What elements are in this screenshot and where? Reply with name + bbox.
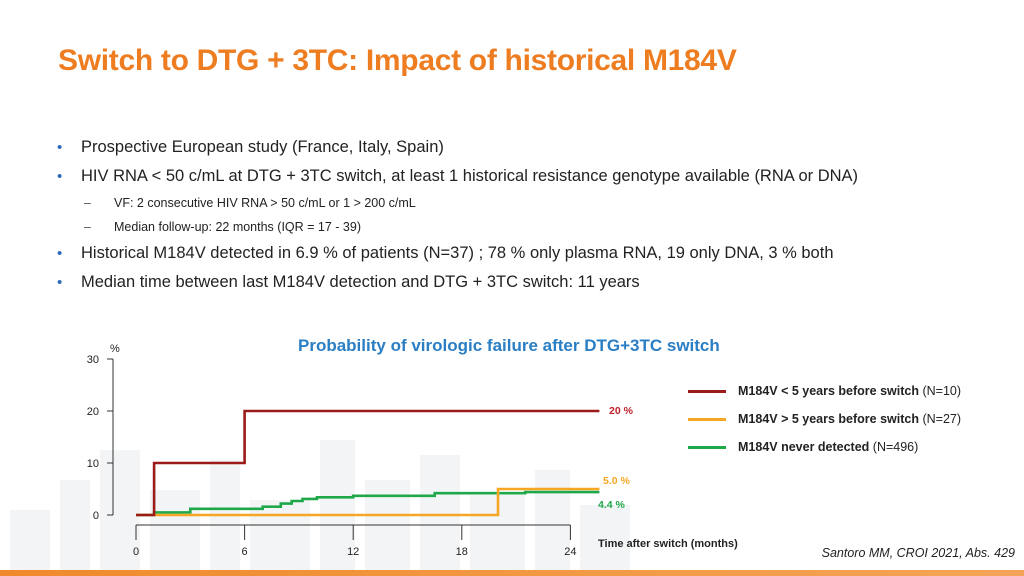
- legend-label-bold: M184V < 5 years before switch: [738, 384, 919, 398]
- series-end-label: 20 %: [609, 405, 634, 417]
- x-tick-label: 12: [347, 546, 359, 558]
- legend-label: M184V < 5 years before switch (N=10): [738, 382, 961, 400]
- legend-label-n: (N=10): [919, 384, 962, 398]
- bottom-accent-bar: [0, 570, 1024, 576]
- legend-line-icon: [688, 390, 726, 393]
- legend-label-n: (N=27): [919, 412, 962, 426]
- sub-bullet-item: – VF: 2 consecutive HIV RNA > 50 c/mL or …: [56, 191, 996, 215]
- x-tick-label: 0: [133, 546, 139, 558]
- series-end-label: 5.0 %: [603, 475, 631, 487]
- series-end-label: 4.4 %: [598, 499, 626, 511]
- bullet-text: HIV RNA < 50 c/mL at DTG + 3TC switch, a…: [81, 167, 859, 185]
- bullet-item: • HIV RNA < 50 c/mL at DTG + 3TC switch, …: [56, 162, 996, 191]
- bullet-dot-icon: •: [57, 274, 63, 291]
- legend-line-icon: [688, 446, 726, 449]
- legend-label-bold: M184V never detected: [738, 440, 870, 454]
- bullet-item: • Prospective European study (France, Ita…: [56, 133, 996, 162]
- legend-label-n: (N=496): [869, 440, 919, 454]
- sub-bullet-text: VF: 2 consecutive HIV RNA > 50 c/mL or 1…: [114, 196, 416, 210]
- legend-line-icon: [688, 418, 726, 421]
- bullet-dot-icon: •: [57, 139, 63, 156]
- y-axis-label: %: [110, 343, 120, 355]
- dash-icon: –: [84, 196, 91, 210]
- citation: Santoro MM, CROI 2021, Abs. 429: [821, 546, 1015, 560]
- dash-icon: –: [84, 220, 91, 234]
- chart-title: Probability of virologic failure after D…: [298, 336, 720, 355]
- x-tick-label: 6: [242, 546, 248, 558]
- slide-title: Switch to DTG + 3TC: Impact of historica…: [58, 44, 737, 77]
- y-tick-label: 10: [87, 458, 99, 470]
- legend-label: M184V never detected (N=496): [738, 438, 918, 456]
- legend-label: M184V > 5 years before switch (N=27): [738, 410, 961, 428]
- bullet-text: Historical M184V detected in 6.9 % of pa…: [81, 244, 834, 262]
- sub-bullet-item: – Median follow-up: 22 months (IQR = 17 -…: [56, 215, 996, 239]
- y-tick-label: 0: [93, 510, 99, 522]
- bullet-dot-icon: •: [57, 245, 63, 262]
- sub-bullet-text: Median follow-up: 22 months (IQR = 17 - …: [114, 220, 361, 234]
- series-line-lt5y: [136, 409, 600, 517]
- bullet-item: • Historical M184V detected in 6.9 % of p…: [56, 239, 996, 268]
- bullet-dot-icon: •: [57, 168, 63, 185]
- x-axis-label: Time after switch (months): [598, 538, 738, 550]
- y-tick-label: 30: [87, 354, 99, 366]
- series-line-never: [136, 490, 600, 517]
- bullet-item: • Median time between last M184V detectio…: [56, 268, 996, 297]
- bullet-text: Prospective European study (France, Ital…: [81, 138, 444, 156]
- x-tick-label: 18: [456, 546, 468, 558]
- bullet-list: • Prospective European study (France, Ita…: [56, 133, 996, 297]
- x-tick-label: 24: [564, 546, 576, 558]
- y-tick-label: 20: [87, 406, 99, 418]
- series-line-gt5y: [136, 487, 600, 517]
- legend-label-bold: M184V > 5 years before switch: [738, 412, 919, 426]
- bullet-text: Median time between last M184V detection…: [81, 273, 640, 291]
